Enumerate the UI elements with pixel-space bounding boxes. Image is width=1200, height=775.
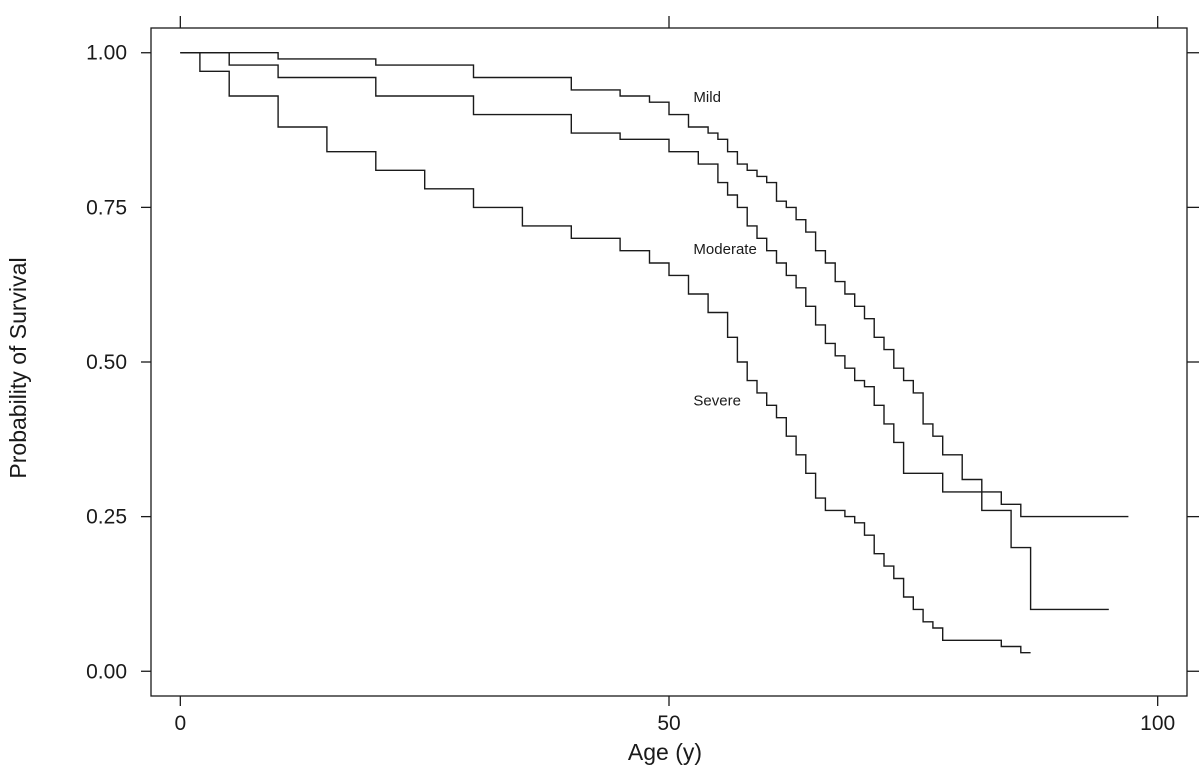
axes: 0 50 100 0.00 0.25 0.50 0.75 1.00 xyxy=(86,16,1199,735)
series-line-moderate xyxy=(180,52,1109,611)
x-axis-title: Age (y) xyxy=(628,739,702,765)
y-tick-label: 1.00 xyxy=(86,42,127,65)
y-axis-title: Probability of Survival xyxy=(5,257,31,478)
y-tick-label: 0.50 xyxy=(86,351,127,374)
x-tick-label: 100 xyxy=(1140,712,1175,735)
series-labels: Mild Moderate Severe xyxy=(693,89,756,409)
series-line-mild xyxy=(180,52,1129,518)
x-tick-label: 50 xyxy=(657,712,680,735)
series-label-severe: Severe xyxy=(693,392,741,409)
plot-frame xyxy=(150,27,1188,697)
series-group xyxy=(180,52,1129,654)
x-tick-label: 0 xyxy=(174,712,186,735)
series-line-severe xyxy=(180,52,1031,654)
series-label-moderate: Moderate xyxy=(693,241,756,258)
y-tick-label: 0.00 xyxy=(86,660,127,683)
series-label-mild: Mild xyxy=(693,89,721,106)
y-tick-label: 0.75 xyxy=(86,196,127,219)
y-tick-label: 0.25 xyxy=(86,506,127,529)
